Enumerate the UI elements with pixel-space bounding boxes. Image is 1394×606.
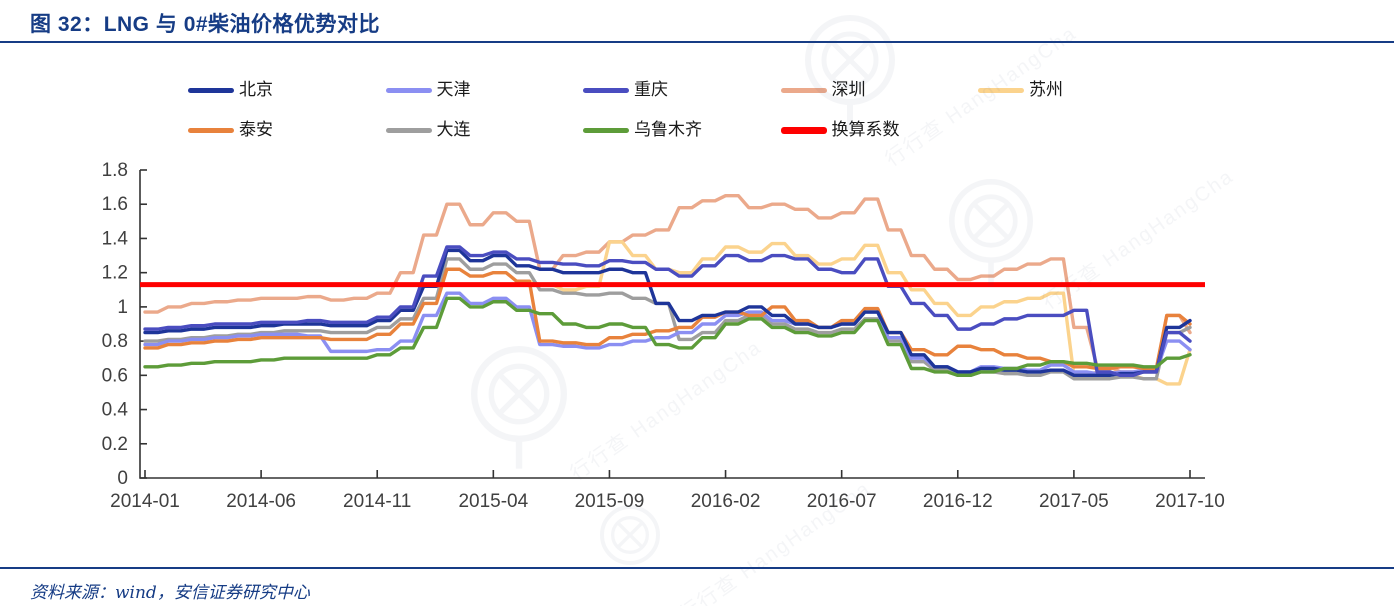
legend-item-wulumuqi: 乌鲁木齐 [583,120,702,140]
y-axis-tick-label: 1.6 [102,194,128,215]
legend-swatch-dalian [385,127,432,133]
figure-title: 图 32：LNG 与 0#柴油价格优势对比 [30,13,381,36]
y-axis-tick-label: 0.2 [102,434,128,455]
series-line-chongqing [143,245,1192,378]
x-axis-tick-label: 2015-04 [458,491,528,512]
legend-item-huansuanxishu: 换算系数 [780,120,900,140]
x-axis-tick-label: 2014-11 [343,491,411,512]
legend-label-taian: 泰安 [239,120,273,139]
legend-item-taian: 泰安 [188,120,273,140]
legend-label-beijing: 北京 [239,80,273,99]
legend-label-suzhou: 苏州 [1029,80,1063,99]
legend-swatch-suzhou [978,87,1024,93]
y-axis-tick-label: 1.2 [102,263,128,284]
legend-label-huansuanxishu: 换算系数 [831,120,900,139]
y-axis-tick-label: 0.4 [102,400,129,421]
legend-item-tianjin: 天津 [385,80,471,100]
legend-item-chongqing: 重庆 [583,80,668,100]
series-line-wulumuqi [143,296,1192,378]
footer-divider [0,567,1394,569]
y-axis-tick-label: 1.8 [102,160,128,181]
x-axis-tick-label: 2014-01 [110,491,180,512]
x-axis-tick-label: 2017-05 [1039,491,1109,512]
x-axis-tick-label: 2017-10 [1155,491,1225,512]
legend-label-chongqing: 重庆 [634,80,668,99]
chart-legend: 北京 天津 重庆 深圳 苏州泰安 大连 乌鲁木齐 换算系数 [0,0,1394,150]
legend-swatch-tianjin [385,87,432,93]
y-axis-tick-label: 0.8 [102,331,128,352]
y-axis-tick-label: 1 [117,297,128,318]
legend-item-beijing: 北京 [188,80,273,100]
y-axis-tick-label: 1.4 [102,228,129,249]
series-line-beijing [143,248,1192,378]
x-axis-tick-label: 2016-12 [923,491,993,512]
source-note: 资料来源：wind，安信证券研究中心 [30,583,310,603]
chart-area: 0 0.2 0.4 0.6 0.8 1 1.2 1.4 1.6 1.8 2014-01 2014-06… [0,158,1394,523]
legend-swatch-chongqing [583,87,629,93]
series-line-shenzhen [143,193,1192,374]
title-divider [0,41,1394,43]
legend-swatch-huansuanxishu [780,126,827,134]
legend-swatch-beijing [188,87,234,93]
x-axis-tick-label: 2016-02 [691,491,761,512]
legend-item-shenzhen: 深圳 [780,80,866,100]
series-line-dalian [143,257,1192,381]
legend-label-shenzhen: 深圳 [831,80,866,99]
legend-label-tianjin: 天津 [436,80,471,99]
legend-label-dalian: 大连 [436,120,471,139]
line-chart: 0 0.2 0.4 0.6 0.8 1 1.2 1.4 1.6 1.8 2014-01 2014-06… [102,160,1225,512]
x-axis-tick-label: 2015-09 [575,491,645,512]
legend-swatch-taian [188,127,234,133]
legend-item-suzhou: 苏州 [978,80,1063,100]
x-axis-tick-label: 2014-06 [226,491,296,512]
y-axis-tick-label: 0 [117,468,128,489]
y-axis-tick-label: 0.6 [102,365,128,386]
legend-swatch-wulumuqi [583,127,629,133]
series-line-taian [143,267,1192,371]
legend-swatch-shenzhen [780,87,827,93]
x-axis-tick-label: 2016-07 [807,491,877,512]
legend-label-wulumuqi: 乌鲁木齐 [634,120,702,139]
legend-item-dalian: 大连 [385,120,471,140]
